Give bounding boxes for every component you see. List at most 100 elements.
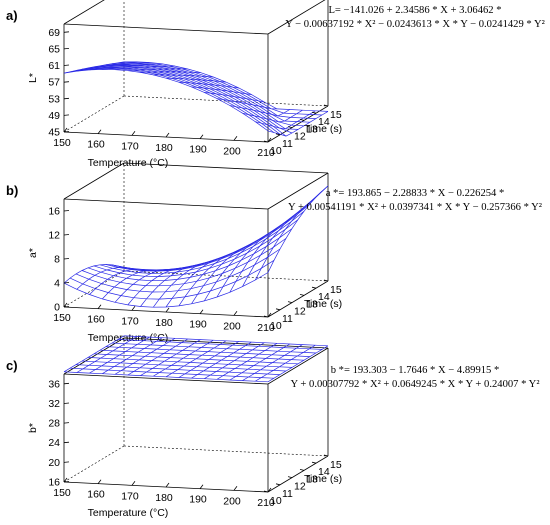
surface-mesh-line xyxy=(63,69,269,132)
y-axis-title: Time (s) xyxy=(304,298,342,310)
y-tick-label: 12 xyxy=(294,131,306,143)
x-tick xyxy=(131,306,136,311)
surface-mesh-line xyxy=(123,61,329,112)
x-tick-label: 200 xyxy=(223,495,241,507)
y-tick xyxy=(311,461,317,464)
z-tick xyxy=(63,422,70,424)
x-tick-label: 150 xyxy=(53,312,71,324)
z-tick-label: 57 xyxy=(48,77,60,89)
x-tick xyxy=(97,129,102,134)
x-tick xyxy=(165,307,170,313)
box-edge xyxy=(63,198,269,210)
x-tick xyxy=(267,487,272,493)
y-tick-label: 11 xyxy=(282,313,293,325)
z-tick-label: 12 xyxy=(48,230,60,242)
y-tick-label: 13 xyxy=(306,298,318,310)
surface-mesh-line xyxy=(81,66,287,137)
x-tick-label: 210 xyxy=(257,497,275,509)
z-tick xyxy=(63,234,70,236)
x-tick-label: 200 xyxy=(223,320,241,332)
surface-mesh-line xyxy=(93,65,299,130)
surface-mesh-line xyxy=(87,228,293,282)
x-tick-label: 190 xyxy=(189,319,207,331)
surface-mesh-line xyxy=(75,364,281,375)
box-edge xyxy=(267,0,326,35)
regression-equation: a *= 193.865 − 2.28833 * X − 0.226254 * … xyxy=(282,187,548,215)
z-tick xyxy=(63,81,70,83)
z-tick xyxy=(63,402,70,404)
surface-mesh-line xyxy=(105,203,311,272)
surface-mesh-line xyxy=(87,65,293,134)
z-tick-label: 53 xyxy=(48,93,60,105)
y-tick-label: 11 xyxy=(282,138,293,150)
surface-mesh-line xyxy=(75,248,281,293)
surface-mesh-line xyxy=(117,190,323,271)
surface-mesh-line xyxy=(63,272,269,308)
x-tick-label: 180 xyxy=(155,492,173,504)
y-tick xyxy=(287,476,293,478)
box-edge xyxy=(63,0,105,25)
surface-mesh-line xyxy=(123,335,329,347)
equation-line-1: b *= 193.303 − 1.7646 * X − 4.89915 * xyxy=(330,365,500,376)
x-tick-label: 190 xyxy=(189,144,207,156)
y-axis-title: Time (s) xyxy=(304,473,342,485)
x-tick xyxy=(97,479,102,484)
z-tick-label: 65 xyxy=(48,43,60,55)
y-tick-label: 11 xyxy=(282,488,293,500)
z-axis-title: a* xyxy=(27,248,39,258)
y-tick xyxy=(263,490,269,493)
z-tick xyxy=(63,97,70,100)
box-edge-back xyxy=(63,445,125,483)
z-tick xyxy=(63,382,70,385)
surface-mesh-line xyxy=(111,62,317,119)
box-edge xyxy=(267,105,329,143)
surface-mesh-line xyxy=(105,346,311,357)
z-tick-label: 69 xyxy=(48,27,60,39)
surface-mesh-line xyxy=(105,63,311,123)
box-edge xyxy=(123,162,329,174)
y-tick xyxy=(299,294,305,296)
equation-line-2: Y + 0.00307792 * X² + 0.0649245 * X * Y … xyxy=(290,379,540,390)
box-edge xyxy=(63,337,125,375)
y-tick-label: 12 xyxy=(294,481,306,493)
surface-mesh-line xyxy=(63,264,125,284)
panel-label: b) xyxy=(6,183,19,198)
z-tick-label: 61 xyxy=(48,60,60,72)
z-tick-label: 28 xyxy=(48,418,60,430)
z-tick xyxy=(63,441,70,444)
z-tick xyxy=(63,31,70,33)
x-tick xyxy=(131,481,136,486)
y-tick-label: 14 xyxy=(318,116,330,128)
x-tick-label: 150 xyxy=(53,137,71,149)
y-tick xyxy=(323,279,329,282)
z-tick-label: 24 xyxy=(48,437,60,449)
surface-mesh-line xyxy=(81,360,287,372)
equation-line-2: Y − 0.00637192 * X² − 0.0243613 * X * Y … xyxy=(285,19,545,30)
y-tick xyxy=(299,469,305,471)
x-tick-label: 200 xyxy=(223,145,241,157)
surface-mesh-line xyxy=(117,62,323,116)
box-edge xyxy=(123,337,329,349)
equation-line-1: L= −141.026 + 2.34586 * X + 3.06462 * xyxy=(328,5,502,16)
surface-mesh-line xyxy=(99,211,305,274)
z-tick-label: 20 xyxy=(48,457,60,469)
x-tick xyxy=(233,486,238,491)
y-tick-label: 14 xyxy=(318,291,330,303)
y-tick-label: 14 xyxy=(318,466,330,478)
y-tick xyxy=(323,104,329,107)
x-tick-label: 210 xyxy=(257,322,275,334)
z-tick xyxy=(63,114,70,116)
z-tick xyxy=(63,282,70,284)
x-tick xyxy=(63,127,68,133)
surface-mesh-line xyxy=(69,260,275,300)
box-edge xyxy=(267,172,329,210)
y-tick xyxy=(299,119,305,121)
z-tick xyxy=(63,131,70,133)
x-tick xyxy=(199,134,204,139)
surface-mesh-line xyxy=(93,353,299,365)
panel-b: b) 0 4 8 12 16 150 160 170 180 190 200 210 10 11 12 13 1… xyxy=(0,162,550,350)
x-tick-label: 170 xyxy=(121,140,139,152)
x-tick xyxy=(165,132,170,138)
x-tick xyxy=(63,477,68,483)
